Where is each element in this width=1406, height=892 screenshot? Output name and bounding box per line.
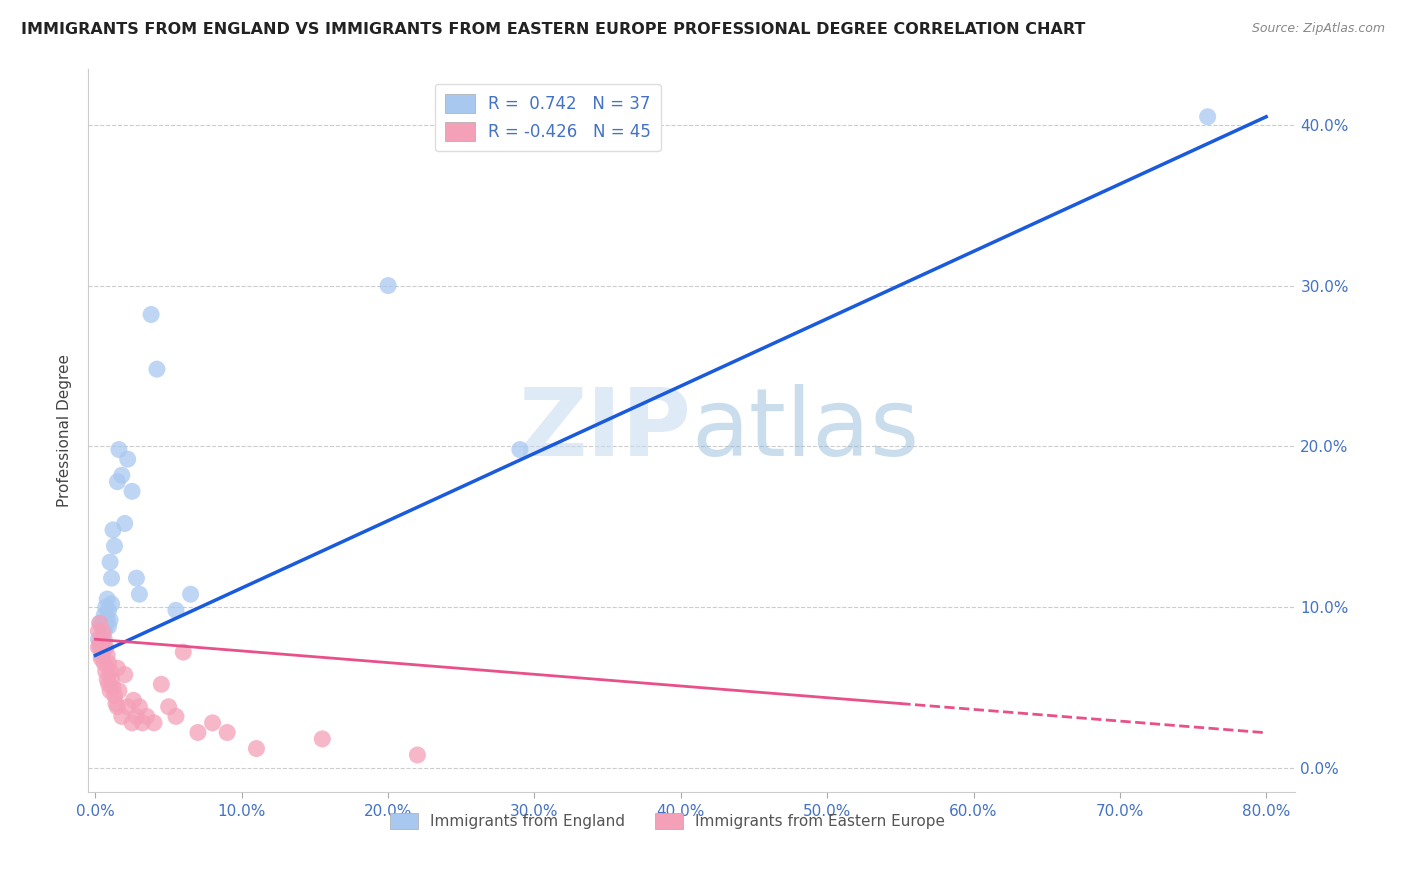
Point — [89, 616, 111, 631]
Point — [121, 484, 143, 499]
Point — [509, 442, 531, 457]
Point — [122, 693, 145, 707]
Point — [94, 619, 117, 633]
Point — [165, 709, 187, 723]
Point — [96, 613, 118, 627]
Point — [97, 657, 120, 671]
Point — [87, 632, 110, 647]
Point — [90, 635, 112, 649]
Point — [172, 645, 194, 659]
Point — [103, 689, 125, 703]
Point — [187, 725, 209, 739]
Point — [1197, 110, 1219, 124]
Point — [91, 645, 114, 659]
Text: IMMIGRANTS FROM ENGLAND VS IMMIGRANTS FROM EASTERN EUROPE PROFESSIONAL DEGREE CO: IMMIGRANTS FROM ENGLAND VS IMMIGRANTS FR… — [21, 22, 1085, 37]
Point — [311, 731, 333, 746]
Point — [96, 592, 118, 607]
Point — [146, 362, 169, 376]
Point — [111, 468, 134, 483]
Point — [90, 648, 112, 663]
Point — [94, 640, 117, 655]
Point — [97, 677, 120, 691]
Point — [217, 725, 239, 739]
Point — [101, 523, 124, 537]
Text: ZIP: ZIP — [519, 384, 692, 476]
Point — [89, 616, 111, 631]
Point — [93, 632, 115, 647]
Point — [91, 616, 114, 631]
Point — [89, 640, 111, 655]
Point — [101, 681, 124, 695]
Text: atlas: atlas — [692, 384, 920, 476]
Point — [94, 600, 117, 615]
Point — [87, 624, 110, 639]
Point — [96, 648, 118, 663]
Point — [125, 709, 148, 723]
Point — [91, 624, 114, 639]
Point — [90, 640, 112, 655]
Point — [117, 699, 139, 714]
Point — [89, 635, 111, 649]
Legend: Immigrants from England, Immigrants from Eastern Europe: Immigrants from England, Immigrants from… — [384, 806, 952, 835]
Point — [98, 555, 121, 569]
Text: Source: ZipAtlas.com: Source: ZipAtlas.com — [1251, 22, 1385, 36]
Point — [201, 715, 224, 730]
Point — [114, 667, 136, 681]
Point — [165, 603, 187, 617]
Point — [150, 677, 173, 691]
Point — [406, 747, 429, 762]
Point — [121, 715, 143, 730]
Point — [139, 308, 162, 322]
Point — [135, 709, 157, 723]
Point — [96, 673, 118, 687]
Point — [117, 452, 139, 467]
Point — [98, 683, 121, 698]
Point — [93, 624, 115, 639]
Y-axis label: Professional Degree: Professional Degree — [58, 354, 72, 507]
Point — [100, 571, 122, 585]
Point — [94, 665, 117, 679]
Point — [108, 683, 131, 698]
Point — [111, 709, 134, 723]
Point — [107, 661, 129, 675]
Point — [103, 539, 125, 553]
Point — [245, 741, 267, 756]
Point — [98, 613, 121, 627]
Point — [93, 640, 115, 655]
Point — [108, 442, 131, 457]
Point — [100, 597, 122, 611]
Point — [377, 278, 399, 293]
Point — [100, 673, 122, 687]
Point — [98, 665, 121, 679]
Point — [93, 608, 115, 623]
Point — [114, 516, 136, 531]
Point — [90, 651, 112, 665]
Point — [128, 587, 150, 601]
Point — [125, 571, 148, 585]
Point — [93, 657, 115, 671]
Point — [131, 715, 153, 730]
Point — [97, 619, 120, 633]
Point — [91, 632, 114, 647]
Point — [128, 699, 150, 714]
Point — [107, 475, 129, 489]
Point — [157, 699, 180, 714]
Point — [104, 697, 127, 711]
Point — [87, 640, 110, 655]
Point — [180, 587, 202, 601]
Point — [97, 603, 120, 617]
Point — [143, 715, 166, 730]
Point — [107, 699, 129, 714]
